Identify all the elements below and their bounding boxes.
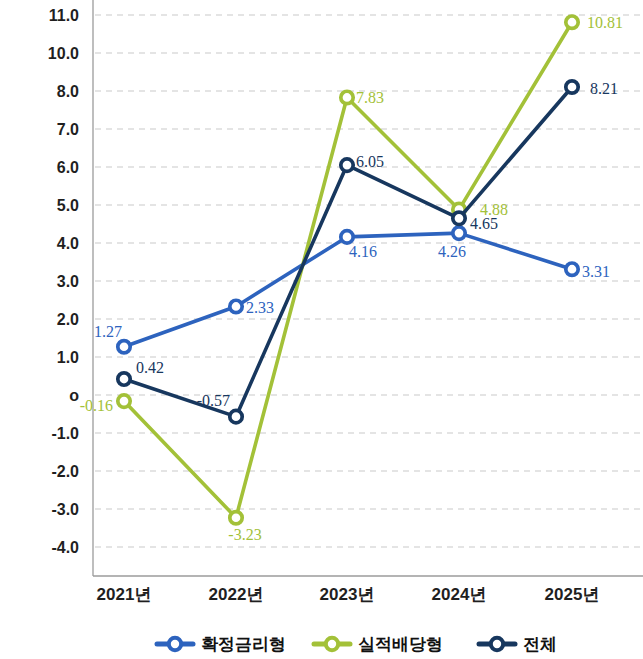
y-axis-tick-label: 10.0 bbox=[48, 45, 79, 62]
legend-marker-ring bbox=[491, 638, 503, 650]
y-axis-tick-label: 11.0 bbox=[49, 7, 79, 24]
y-axis-tick-label: -1.0 bbox=[51, 425, 79, 442]
legend-marker-ring bbox=[169, 638, 181, 650]
data-point-marker bbox=[566, 263, 578, 275]
data-point-label: 4.26 bbox=[438, 243, 466, 260]
y-axis-tick-label: -2.0 bbox=[51, 463, 79, 480]
data-point-marker bbox=[118, 373, 130, 385]
y-axis-tick-label: 2.0 bbox=[57, 311, 79, 328]
data-point-marker bbox=[230, 300, 242, 312]
data-point-label: -0.16 bbox=[80, 397, 113, 414]
y-axis-tick-label: 8.0 bbox=[57, 83, 79, 100]
x-axis-tick-label: 2022년 bbox=[209, 585, 264, 604]
legend-item-label: 실적배당형 bbox=[358, 635, 443, 654]
y-axis-tick-label: o bbox=[69, 387, 79, 404]
data-point-label: -0.57 bbox=[197, 392, 230, 409]
y-axis-tick-label: 4.0 bbox=[57, 235, 79, 252]
y-axis-tick-label: 7.0 bbox=[57, 121, 79, 138]
x-axis-tick-label: 2025년 bbox=[545, 585, 600, 604]
data-point-marker bbox=[341, 159, 353, 171]
data-point-marker bbox=[230, 512, 242, 524]
data-point-marker bbox=[566, 81, 578, 93]
data-point-label: 4.65 bbox=[470, 215, 498, 232]
data-point-marker bbox=[566, 16, 578, 28]
data-point-label: 0.42 bbox=[136, 359, 164, 376]
y-axis-tick-label: 1.0 bbox=[57, 349, 79, 366]
data-point-marker bbox=[453, 227, 465, 239]
data-point-marker bbox=[118, 341, 130, 353]
data-point-marker bbox=[341, 91, 353, 103]
data-point-label: 1.27 bbox=[94, 323, 122, 340]
y-axis-tick-label: 3.0 bbox=[57, 273, 79, 290]
data-point-label: 10.81 bbox=[587, 14, 623, 31]
legend-marker-ring bbox=[326, 638, 338, 650]
y-axis-tick-label: -4.0 bbox=[51, 539, 79, 556]
y-axis-tick-label: 5.0 bbox=[57, 197, 79, 214]
data-point-label: 4.16 bbox=[349, 243, 377, 260]
x-axis-tick-label: 2021년 bbox=[97, 585, 152, 604]
data-point-marker bbox=[118, 395, 130, 407]
data-point-marker bbox=[230, 410, 242, 422]
legend-item-label: 전체 bbox=[523, 635, 557, 654]
x-axis-tick-label: 2023년 bbox=[320, 585, 375, 604]
chart-canvas: 11.0 10.0 8.0 7.0 6.0 5.0 4.0 3.0 2.0 1.0 o -1.0 -2.… bbox=[0, 0, 643, 659]
x-axis-tick-label: 2024년 bbox=[432, 585, 487, 604]
y-axis-tick-label: 6.0 bbox=[57, 159, 79, 176]
data-point-label: 6.05 bbox=[356, 153, 384, 170]
data-point-label: 8.21 bbox=[590, 80, 618, 97]
data-point-label: -3.23 bbox=[228, 526, 261, 543]
data-point-label: 3.31 bbox=[582, 263, 610, 280]
y-axis-tick-label: -3.0 bbox=[51, 501, 79, 518]
data-point-label: 7.83 bbox=[356, 89, 384, 106]
data-point-marker bbox=[453, 212, 465, 224]
legend-item-label: 확정금리형 bbox=[201, 635, 286, 654]
pension-return-line-chart: 11.0 10.0 8.0 7.0 6.0 5.0 4.0 3.0 2.0 1.0 o -1.0 -2.… bbox=[0, 0, 643, 659]
data-point-label: 2.33 bbox=[246, 299, 274, 316]
data-point-marker bbox=[341, 231, 353, 243]
